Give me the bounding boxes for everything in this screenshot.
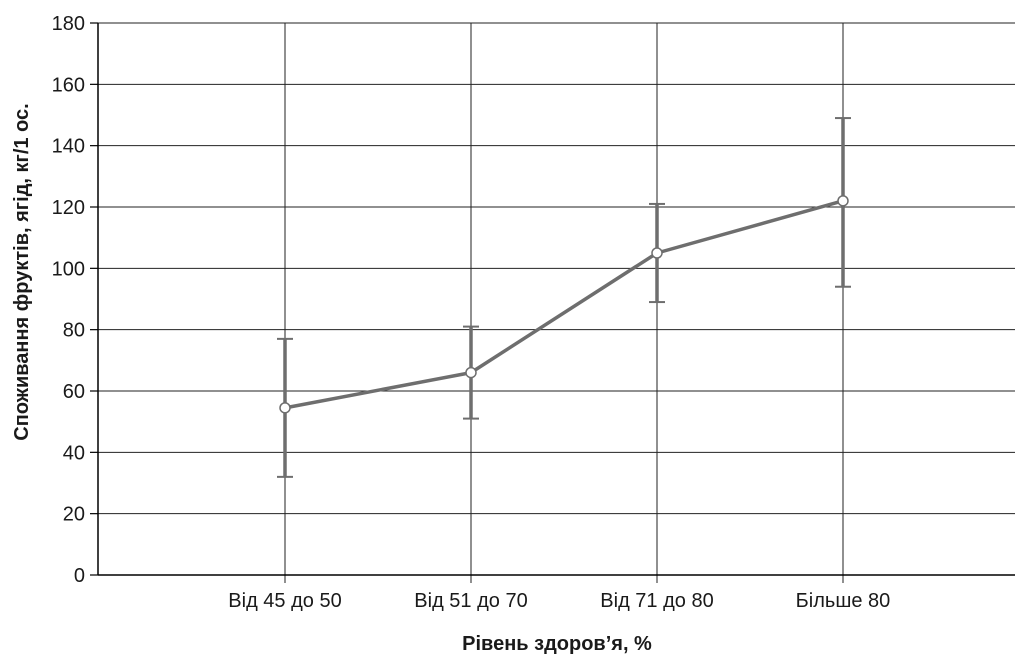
y-axis-title: Споживання фруктів, ягід, кг/1 ос. (11, 103, 33, 440)
y-tick-label: 0 (74, 565, 85, 587)
x-tick-label: Більше 80 (796, 590, 891, 612)
series (277, 117, 851, 478)
data-point (651, 247, 663, 259)
y-tick-label: 20 (63, 504, 85, 526)
gridlines (90, 22, 1015, 583)
data-point (837, 195, 849, 207)
series-line (283, 199, 845, 410)
x-tick-label: Від 51 до 70 (414, 590, 527, 612)
y-tick-label: 120 (52, 197, 85, 219)
data-point (465, 366, 477, 379)
y-tick-label: 60 (63, 381, 85, 403)
x-tick-label: Від 71 до 80 (600, 590, 713, 612)
y-tick-label: 180 (52, 13, 85, 35)
axes (97, 23, 1015, 576)
x-axis-title: Рівень здоров’я, % (462, 633, 652, 655)
y-tick-label: 140 (52, 136, 85, 158)
x-tick-labels: Від 45 до 50 Від 51 до 70 Від 71 до 80 Біль… (228, 590, 890, 612)
y-tick-label: 100 (52, 258, 85, 280)
y-tick-label: 40 (63, 442, 85, 464)
y-tick-labels: 0 20 40 60 80 100 120 140 160 180 (52, 13, 85, 587)
y-tick-label: 160 (52, 74, 85, 96)
x-tick-label: Від 45 до 50 (228, 590, 341, 612)
data-point (279, 402, 291, 414)
y-tick-label: 80 (63, 320, 85, 342)
